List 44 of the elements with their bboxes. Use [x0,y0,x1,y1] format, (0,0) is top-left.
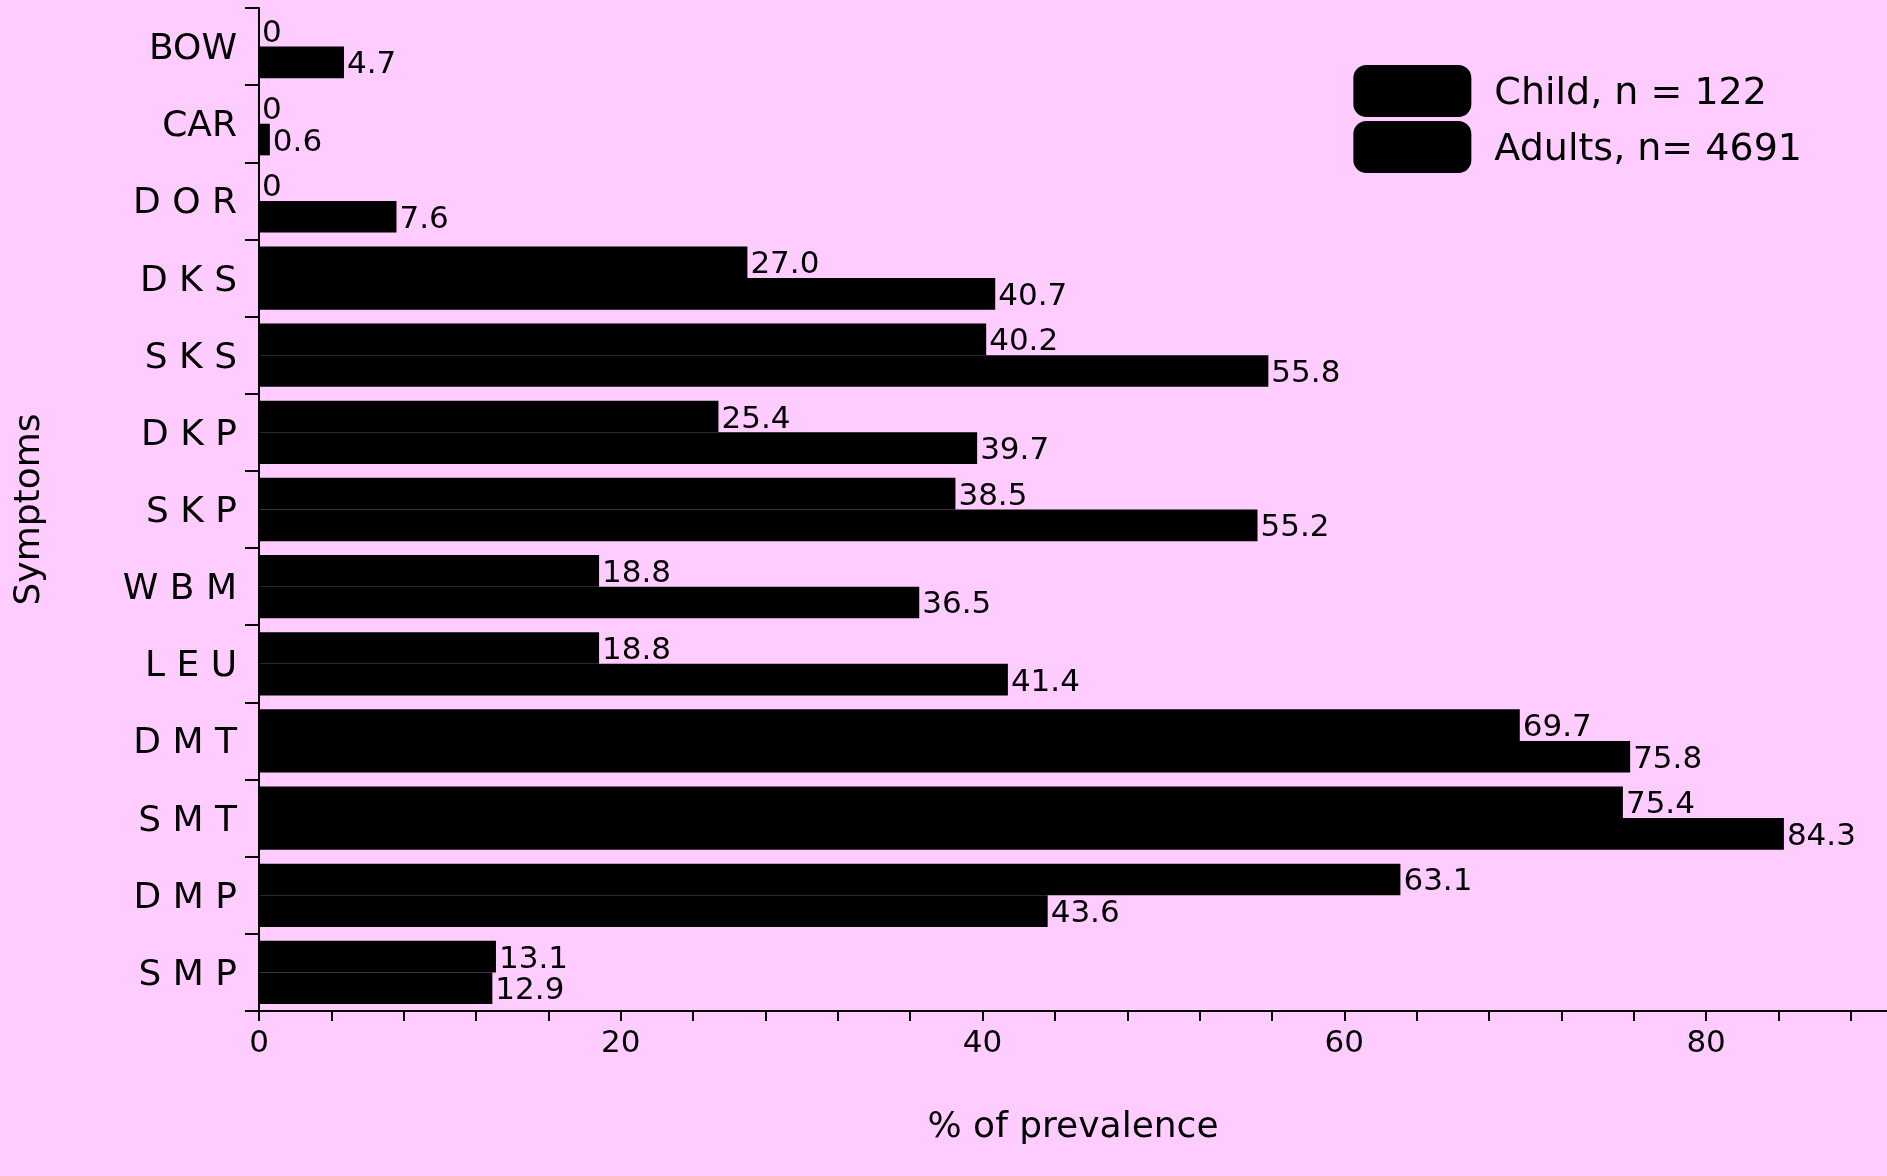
data-label: 75.8 [1633,738,1703,775]
data-label: 0 [262,12,282,49]
y-axis-title: Symptoms [5,413,47,606]
data-label: 55.2 [1260,507,1330,544]
data-label: 7.6 [399,198,449,235]
data-label: 84.3 [1786,815,1856,852]
data-label: 63.1 [1403,861,1473,898]
y-tick-label: D M T [133,720,238,762]
y-tick-label: W B M [122,566,237,608]
x-tick-label: 80 [1686,1022,1726,1059]
data-label: 40.7 [998,275,1068,312]
data-label: 41.4 [1010,661,1080,698]
x-tick-label: 0 [249,1022,269,1059]
data-label: 75.4 [1625,784,1695,821]
y-tick-label: D K S [139,257,237,299]
x-tick-label: 60 [1324,1022,1365,1059]
data-label: 27.0 [750,244,820,281]
y-tick-label: D O R [133,180,237,222]
y-tick-label: S K S [144,334,237,376]
data-label: 38.5 [958,475,1028,512]
x-tick-label: 20 [601,1022,641,1059]
data-label: 25.4 [721,398,791,435]
y-tick-label: BOW [149,26,237,68]
x-axis-title: % of prevalence [927,1103,1219,1145]
data-label: 18.8 [602,552,672,589]
y-tick-label: S M T [138,797,238,839]
data-label: 4.7 [347,44,397,81]
legend-label: Child, n = 122 [1494,69,1767,113]
y-tick-label: D K P [141,411,237,453]
data-label: 18.8 [602,629,672,666]
y-tick-label: S K P [145,489,237,530]
data-label: 0 [262,167,282,204]
data-label: 39.7 [980,430,1050,467]
data-label: 55.8 [1271,353,1341,390]
y-tick-label: L E U [144,643,237,685]
x-tick-label: 40 [962,1022,1003,1059]
y-tick-label: S M P [138,951,237,993]
y-tick-label: CAR [162,103,237,145]
legend-label: Adults, n= 4691 [1494,125,1802,169]
data-label: 36.5 [922,584,992,621]
y-tick-label: D M P [133,874,237,916]
data-label: 69.7 [1522,707,1592,744]
data-label: 43.6 [1050,893,1120,930]
data-label: 40.2 [989,321,1059,358]
